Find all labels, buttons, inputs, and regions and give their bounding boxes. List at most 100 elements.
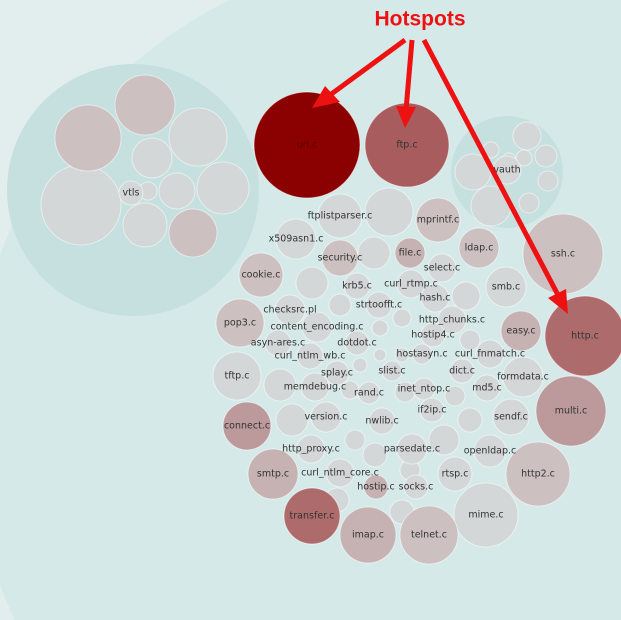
node-circle — [437, 305, 467, 335]
node-label: inet_ntop.c — [398, 384, 451, 395]
node-circle — [310, 401, 342, 433]
node-circle — [362, 442, 388, 468]
node-circle — [365, 291, 393, 319]
node-label: strtoofft.c — [356, 300, 402, 311]
node-circle — [473, 434, 507, 468]
node-label: vauth — [493, 165, 520, 176]
node-label: http_chunks.c — [419, 315, 485, 326]
node-circle — [212, 351, 262, 401]
node-circle — [411, 343, 433, 365]
node-circle — [444, 385, 466, 407]
node-circle — [343, 272, 371, 300]
node-circle — [215, 298, 265, 348]
node-label: easy.c — [506, 326, 535, 337]
node-label: hostip.c — [357, 482, 394, 493]
node-circle — [364, 187, 414, 237]
node-circle — [118, 180, 144, 206]
node-label: dotdot.c — [337, 338, 376, 349]
node-circle — [40, 164, 122, 246]
node-label: vtls — [123, 188, 140, 199]
node-circle — [373, 348, 387, 362]
node-circle — [54, 104, 122, 172]
node-circle — [300, 372, 330, 402]
node-circle — [368, 407, 396, 435]
node-label: version.c — [304, 412, 347, 423]
node-circle — [399, 505, 459, 565]
node-circle — [344, 330, 370, 356]
node-label: security.c — [318, 253, 363, 264]
node-label: md5.c — [472, 383, 502, 394]
node-circle — [453, 482, 519, 548]
node-circle — [459, 329, 481, 351]
node-label: content_encoding.c — [271, 322, 364, 333]
node-circle — [394, 347, 410, 363]
node-circle — [371, 319, 389, 337]
node-circle — [428, 424, 460, 456]
node-circle — [485, 266, 527, 308]
node-label: curl_ntlm_core.c — [301, 468, 379, 479]
node-circle — [222, 401, 272, 451]
node-label: krb5.c — [342, 281, 372, 292]
node-label: ssh.c — [551, 249, 575, 260]
node-label: curl_rtmp.c — [384, 279, 438, 290]
node-label: ftp.c — [396, 140, 417, 151]
node-label: sendf.c — [494, 412, 528, 423]
node-label: multi.c — [555, 406, 588, 417]
node-circle — [275, 403, 309, 437]
node-label: http_proxy.c — [282, 444, 340, 455]
node-circle — [500, 310, 542, 352]
node-label: ldap.c — [465, 243, 494, 254]
node-circle — [473, 374, 501, 402]
node-circle — [344, 429, 366, 451]
labels: vtls url.c ftp.c vauth ftplistparser.c mprint… — [123, 140, 599, 541]
arrowhead — [548, 289, 568, 314]
node-circle — [420, 283, 450, 313]
node-circle — [505, 441, 571, 507]
node-circle — [449, 358, 475, 384]
node-label: connect.c — [224, 421, 270, 432]
node-circle — [492, 398, 530, 436]
node-circle — [512, 121, 542, 151]
node-label: mime.c — [468, 510, 503, 521]
node-circle — [437, 456, 473, 492]
node-circle — [457, 407, 483, 433]
node-label: splay.c — [321, 368, 353, 379]
node-circle — [168, 107, 228, 167]
node-circle — [264, 329, 292, 357]
node-label: http2.c — [521, 469, 555, 480]
node-circle — [403, 474, 429, 500]
annotation: Hotspots — [375, 8, 466, 31]
node-circle — [253, 91, 361, 199]
node-label: hostasyn.c — [396, 349, 447, 360]
arrows — [312, 37, 568, 314]
node-circle — [475, 339, 505, 369]
node-circle — [301, 311, 333, 343]
node-label: parsedate.c — [384, 444, 440, 455]
circles — [40, 74, 621, 565]
node-circle — [158, 172, 196, 210]
node-circle — [296, 434, 326, 464]
node-circle — [295, 266, 329, 300]
node-label: curl_fnmatch.c — [455, 349, 525, 360]
node-circle — [274, 294, 306, 326]
node-circle — [263, 368, 297, 402]
node-label: pop3.c — [224, 318, 256, 329]
node-circle — [357, 381, 381, 405]
node-label: imap.c — [352, 530, 384, 541]
node-label: smb.c — [492, 282, 520, 293]
node-circle — [451, 281, 481, 311]
node-circle — [394, 237, 426, 269]
node-label: select.c — [424, 263, 460, 274]
node-circle — [357, 236, 391, 270]
node-circle — [321, 239, 359, 277]
node-circle — [114, 74, 176, 136]
node-label: openldap.c — [464, 446, 516, 457]
node-label: tftp.c — [225, 371, 250, 382]
node-circle — [352, 357, 368, 373]
node-label: ftplistparser.c — [308, 211, 373, 222]
node-label: cookie.c — [241, 270, 280, 281]
node-label: rtsp.c — [442, 469, 469, 480]
node-circle — [427, 253, 457, 283]
